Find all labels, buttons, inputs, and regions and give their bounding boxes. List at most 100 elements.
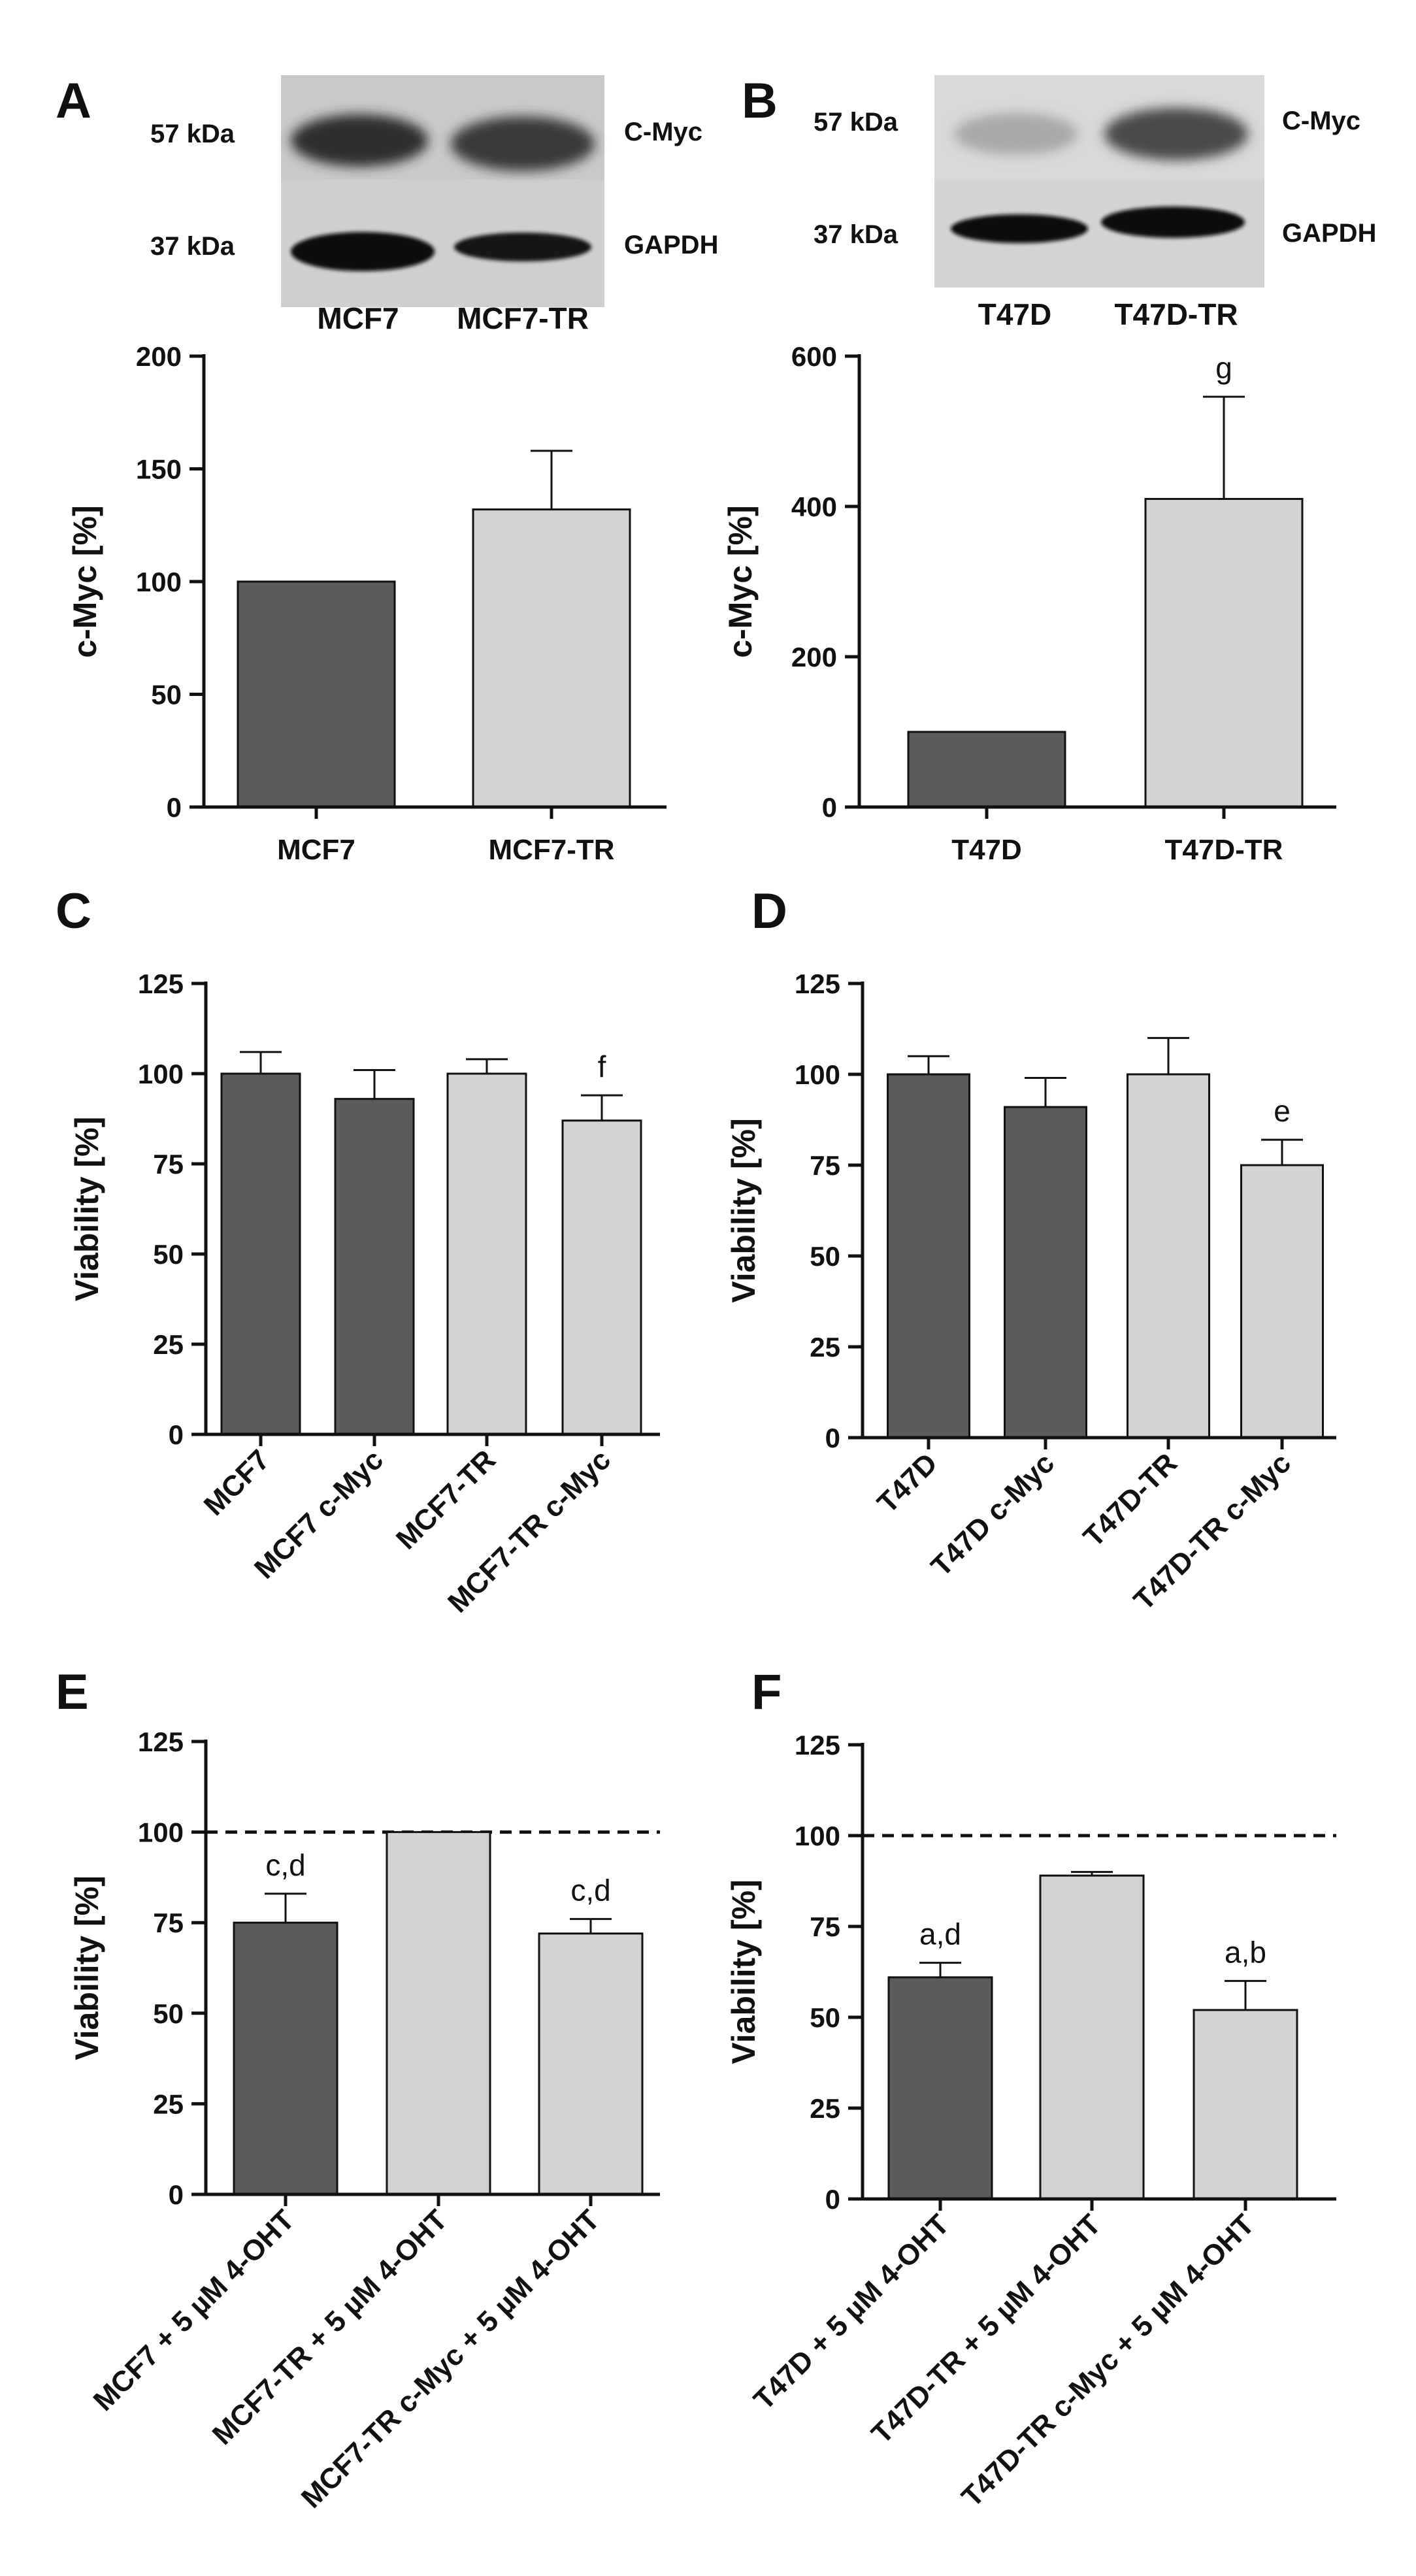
- y-tick-label-c-4: 100: [138, 1059, 184, 1089]
- bar-d-1: [887, 1073, 970, 1439]
- blot-b-cmyc-band-lane2: [1104, 108, 1248, 160]
- panel-label-f: F: [751, 1664, 782, 1720]
- y-axis-label-f: Viability [%]: [725, 1879, 762, 2064]
- significance-b-2: g: [1215, 351, 1232, 385]
- blot-a-gapdh-band-lane2: [454, 233, 591, 261]
- y-tick-label-a-2: 100: [136, 567, 182, 597]
- significance-e-1: c,d: [265, 1848, 305, 1882]
- y-tick-label-e-1: 25: [153, 2089, 184, 2119]
- y-tick-label-e-0: 0: [169, 2179, 184, 2210]
- y-tick-label-a-0: 0: [167, 792, 182, 823]
- y-tick-label-e-2: 50: [153, 1998, 184, 2029]
- y-tick-label-b-2: 400: [791, 491, 837, 522]
- bar-e-3: [538, 1932, 644, 2196]
- y-tick-label-a-1: 50: [151, 680, 182, 710]
- y-tick-label-f-3: 75: [810, 1911, 840, 1942]
- y-tick-label-d-3: 75: [810, 1150, 840, 1181]
- y-tick-label-f-1: 25: [810, 2093, 840, 2124]
- y-tick-label-c-2: 50: [153, 1239, 184, 1270]
- category-label-a-2: MCF7-TR: [488, 834, 614, 866]
- y-axis-label-e: Viability [%]: [69, 1875, 105, 2060]
- y-axis-label-a: c-Myc [%]: [67, 505, 103, 657]
- chart-b: T47D g T47D-TR 0 200 400 600 c-Myc [%]: [722, 341, 1336, 866]
- category-label-d-2: T47D c-Myc: [925, 1447, 1061, 1583]
- bar-c-2: [334, 1098, 415, 1436]
- category-label-b-2: T47D-TR: [1165, 834, 1283, 866]
- bar-c-1: [220, 1072, 301, 1436]
- bar-a-2: [472, 508, 631, 808]
- category-label-e-3: MCF7-TR c-Myc + 5 µM 4-OHT: [295, 2204, 606, 2514]
- bar-f-2: [1039, 1874, 1145, 2200]
- significance-f-3: a,b: [1225, 1935, 1266, 1969]
- blot-a-protein-bottom: GAPDH: [624, 231, 718, 259]
- y-tick-label-b-3: 600: [791, 341, 837, 372]
- category-label-f-3: T47D-TR c-Myc + 5 µM 4-OHT: [955, 2208, 1260, 2513]
- significance-c-4: f: [598, 1049, 606, 1083]
- y-tick-label-b-1: 200: [791, 642, 837, 672]
- category-label-c-3: MCF7-TR: [390, 1444, 502, 1555]
- category-label-d-1: T47D: [871, 1447, 944, 1519]
- blot-b-protein-bottom: GAPDH: [1282, 219, 1376, 248]
- blot-a-size-bottom: 37 kDa: [150, 232, 235, 261]
- y-tick-label-f-0: 0: [825, 2184, 840, 2215]
- y-tick-label-a-4: 200: [136, 341, 182, 372]
- y-tick-label-e-4: 100: [138, 1817, 184, 1848]
- bar-a-1: [237, 580, 396, 808]
- blot-b-protein-top: C-Myc: [1282, 107, 1360, 135]
- y-axis-label-c: Viability [%]: [69, 1117, 105, 1301]
- y-tick-label-c-5: 125: [138, 968, 184, 999]
- bar-e-2: [386, 1831, 491, 2196]
- y-tick-label-f-4: 100: [795, 1821, 840, 1851]
- bar-d-3: [1127, 1073, 1210, 1439]
- category-label-d-3: T47D-TR: [1078, 1447, 1184, 1553]
- bar-b-2: [1144, 498, 1304, 808]
- panel-label-b: B: [742, 73, 778, 129]
- y-tick-label-b-0: 0: [822, 792, 837, 823]
- bar-c-4: [561, 1119, 642, 1436]
- significance-e-3: c,d: [570, 1874, 610, 1907]
- blot-b-cmyc-band-lane1: [954, 113, 1078, 155]
- bar-f-3: [1193, 2009, 1298, 2200]
- bar-d-2: [1004, 1106, 1087, 1439]
- y-tick-label-e-3: 75: [153, 1907, 184, 1938]
- y-tick-label-d-1: 25: [810, 1332, 840, 1362]
- panel-label-c: C: [56, 883, 91, 939]
- blot-a-size-top: 57 kDa: [150, 120, 235, 148]
- y-tick-label-c-0: 0: [169, 1419, 184, 1450]
- blot-a-lane-2: MCF7-TR: [457, 301, 589, 335]
- bar-e-1: [233, 1921, 338, 2196]
- significance-d-4: e: [1274, 1094, 1291, 1128]
- y-tick-label-c-1: 25: [153, 1329, 184, 1360]
- blot-a-gapdh-band-lane1: [291, 232, 435, 271]
- y-tick-label-e-5: 125: [138, 1726, 184, 1757]
- western-blot-a: 57 kDa 37 kDa C-Myc GAPDH MCF7 MCF7-TR: [150, 75, 718, 335]
- bar-f-1: [887, 1976, 993, 2200]
- blot-b-size-top: 57 kDa: [814, 108, 898, 137]
- blot-b-size-bottom: 37 kDa: [814, 220, 898, 249]
- charts-layer: MCF7 MCF7-TR 0 50 100 150 200 c-Myc [%] T47D g T47…: [67, 341, 1336, 2515]
- category-label-a-1: MCF7: [277, 834, 355, 866]
- blot-b-lane-1: T47D: [978, 297, 1051, 331]
- chart-a: MCF7 MCF7-TR 0 50 100 150 200 c-Myc [%]: [67, 341, 667, 866]
- y-axis-label-d: Viability [%]: [725, 1118, 762, 1302]
- y-tick-label-d-2: 50: [810, 1241, 840, 1272]
- category-label-c-1: MCF7: [198, 1444, 276, 1521]
- y-tick-label-d-5: 125: [795, 968, 840, 999]
- western-blot-b: 57 kDa 37 kDa C-Myc GAPDH T47D T47D-TR: [814, 75, 1376, 331]
- y-tick-label-a-3: 150: [136, 454, 182, 485]
- bar-c-3: [446, 1072, 527, 1436]
- blot-a-protein-top: C-Myc: [624, 118, 702, 146]
- y-tick-label-c-3: 75: [153, 1149, 184, 1180]
- blot-a-lane-1: MCF7: [317, 301, 399, 335]
- y-tick-label-f-5: 125: [795, 1730, 840, 1760]
- bar-b-1: [907, 731, 1066, 808]
- significance-f-1: a,d: [919, 1917, 961, 1951]
- y-axis-label-b: c-Myc [%]: [722, 505, 759, 657]
- y-tick-label-d-4: 100: [795, 1059, 840, 1090]
- blot-b-gapdh-band-lane2: [1101, 206, 1245, 238]
